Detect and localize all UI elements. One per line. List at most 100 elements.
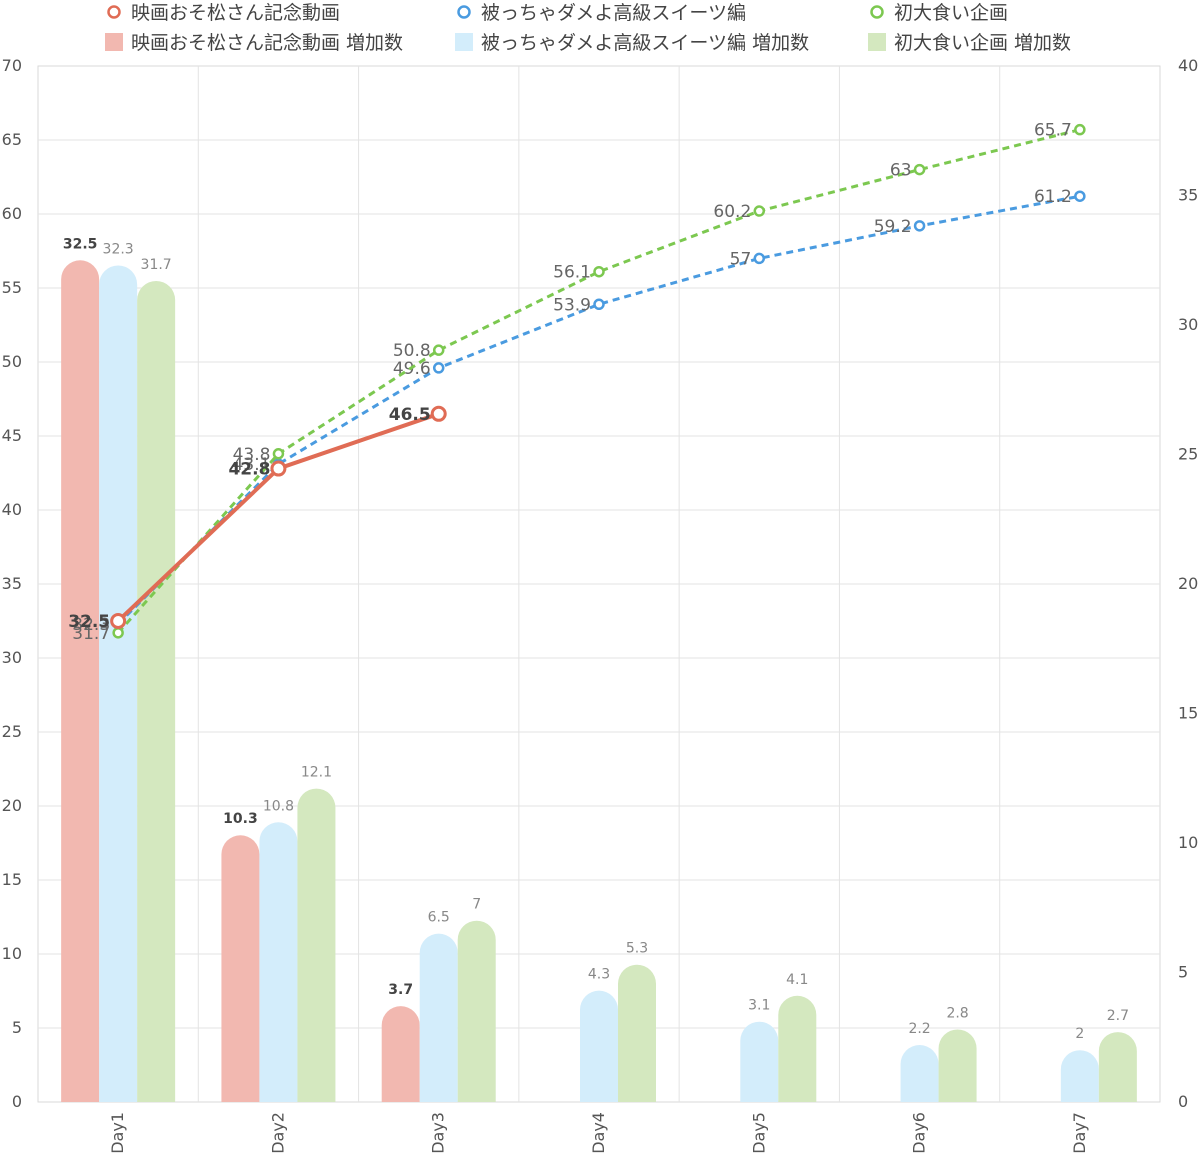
y-right-tick-label: 20 (1178, 574, 1198, 593)
legend-line-marker (107, 5, 121, 19)
line-point (110, 613, 127, 629)
y-left-tick-label: 40 (2, 500, 22, 519)
line-data-label: 42.8 (228, 460, 270, 480)
bar-data-label: 3.7 (388, 982, 413, 998)
y-left-tick-label: 25 (2, 722, 22, 741)
bar (419, 933, 458, 1102)
bar-data-label: 12.1 (301, 765, 332, 781)
bar (457, 920, 496, 1102)
series-line (117, 194, 1081, 626)
line-data-label: 43.8 (233, 445, 271, 465)
line-data-label: 65.7 (1034, 121, 1072, 141)
line-data-label: 32.5 (68, 612, 110, 632)
y-right-tick-label: 10 (1178, 833, 1198, 852)
bar (580, 990, 618, 1102)
y-left-tick-label: 70 (2, 56, 22, 75)
line-data-label: 56.1 (553, 263, 591, 283)
x-category-label: Day1 (108, 1112, 127, 1154)
x-category-label: Day5 (749, 1112, 768, 1154)
bar-data-label: 31.7 (141, 257, 172, 273)
line-point (432, 362, 445, 374)
legend-line-marker (457, 5, 471, 19)
line-point (913, 220, 926, 232)
y-left-tick-label: 65 (2, 130, 22, 149)
line-point (753, 205, 766, 217)
bar (618, 964, 656, 1102)
bar (900, 1045, 939, 1102)
legend-line-marker (870, 5, 884, 19)
line-point (432, 344, 445, 356)
y-left-tick-label: 0 (12, 1092, 22, 1111)
line-data-label: 32.3 (72, 615, 110, 635)
bar (137, 280, 176, 1103)
line-point (593, 298, 605, 311)
line-point (593, 265, 605, 278)
bar (61, 260, 100, 1102)
line-point (272, 448, 285, 460)
y-left-tick-label: 5 (12, 1018, 22, 1037)
y-left-tick-label: 10 (2, 944, 22, 963)
bar (1060, 1050, 1099, 1102)
bar-data-label: 10.8 (263, 798, 294, 814)
y-right-tick-label: 0 (1178, 1092, 1188, 1111)
legend-label: 初大食い企画 増加数 (894, 32, 1071, 54)
line-point (753, 252, 766, 265)
bar-data-label: 5.3 (626, 941, 648, 957)
line-point (112, 627, 124, 639)
line-data-label: 43.1 (233, 455, 271, 475)
y-left-tick-label: 35 (2, 574, 22, 593)
x-category-label: Day7 (1070, 1112, 1089, 1154)
y-left-tick-label: 50 (2, 352, 22, 371)
y-left-tick-label: 30 (2, 648, 22, 667)
bar-data-label: 6.5 (428, 910, 450, 926)
y-right-tick-label: 5 (1178, 963, 1188, 982)
y-left-tick-label: 20 (2, 796, 22, 815)
line-data-label: 57 (730, 249, 752, 269)
line-data-label: 50.8 (393, 341, 431, 361)
y-left-tick-label: 45 (2, 426, 22, 445)
x-category-label: Day6 (910, 1112, 929, 1154)
x-category-label: Day3 (429, 1112, 448, 1154)
y-right-tick-label: 25 (1178, 445, 1198, 464)
bar (221, 835, 260, 1102)
bar-data-label: 4.1 (786, 972, 808, 988)
legend-bar-swatch (105, 33, 123, 51)
line-point (430, 405, 447, 422)
legend-label: 映画おそ松さん記念動画 増加数 (131, 31, 403, 54)
bar (740, 1021, 779, 1102)
line-data-label: 63 (890, 161, 912, 181)
bar-data-label: 2.8 (946, 1005, 968, 1021)
x-category-label: Day2 (268, 1112, 287, 1154)
bar-data-label: 3.1 (748, 998, 770, 1014)
line-data-label: 60.2 (713, 202, 751, 222)
bar-data-label: 2.7 (1107, 1008, 1129, 1024)
line-point (913, 163, 926, 176)
line-point (270, 460, 287, 477)
x-category-label: Day4 (589, 1112, 608, 1154)
bar-data-label: 10.3 (223, 811, 258, 827)
bar-data-label: 2 (1075, 1026, 1084, 1042)
line-data-label: 59.2 (874, 217, 912, 237)
bar-data-label: 32.5 (63, 236, 98, 252)
line-point (1074, 190, 1086, 202)
legend-label: 被っちゃダメよ高級スイーツ編 (481, 2, 746, 24)
bar (259, 822, 298, 1102)
bar-data-label: 4.3 (588, 967, 610, 983)
y-right-tick-label: 15 (1178, 704, 1198, 723)
y-right-tick-label: 30 (1178, 315, 1198, 334)
y-left-tick-label: 15 (2, 870, 22, 889)
legend-label: 被っちゃダメよ高級スイーツ編 増加数 (481, 32, 809, 54)
bar (297, 788, 336, 1102)
bar-data-label: 32.3 (103, 241, 134, 257)
bar (99, 265, 138, 1102)
legend-label: 映画おそ松さん記念動画 (131, 1, 340, 24)
line-point (1074, 123, 1086, 136)
legend-bar-swatch (455, 33, 473, 51)
line-data-label: 53.9 (553, 295, 591, 315)
y-right-tick-label: 35 (1178, 186, 1198, 205)
line-data-label: 61.2 (1034, 187, 1072, 207)
line-data-label: 31.7 (72, 624, 110, 644)
line-data-label: 46.5 (389, 405, 431, 425)
